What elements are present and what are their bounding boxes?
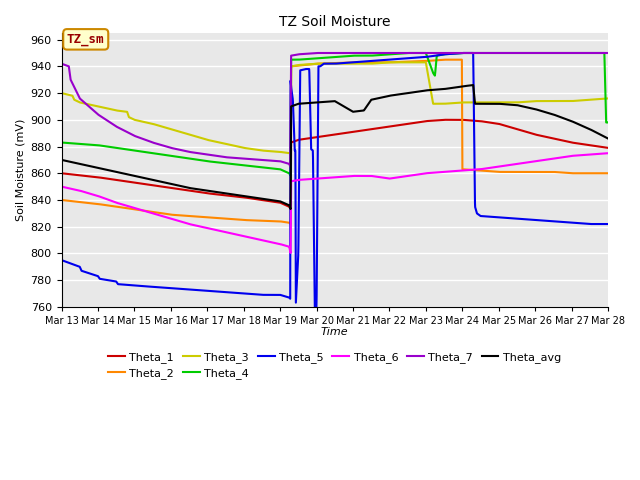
Theta_2 xyxy=(604,170,612,176)
Theta_4 xyxy=(291,57,299,62)
Theta_7 xyxy=(286,163,294,169)
Line: Theta_avg: Theta_avg xyxy=(61,85,608,209)
Theta_avg xyxy=(120,171,128,177)
Theta_7 xyxy=(535,50,543,56)
Theta_3 xyxy=(120,108,128,114)
Theta_7 xyxy=(313,50,321,56)
Theta_2 xyxy=(291,63,299,69)
Theta_1 xyxy=(120,178,128,184)
Theta_1 xyxy=(440,117,448,123)
Line: Theta_1: Theta_1 xyxy=(61,120,608,209)
Theta_1 xyxy=(604,145,612,151)
Theta_3 xyxy=(58,90,65,96)
Theta_4 xyxy=(58,140,65,145)
Theta_avg xyxy=(535,108,543,113)
Theta_2 xyxy=(287,221,294,227)
Theta_3 xyxy=(604,96,612,101)
Theta_5 xyxy=(120,282,128,288)
Theta_1 xyxy=(535,132,543,138)
Theta_6 xyxy=(593,151,601,157)
Theta_4 xyxy=(268,166,275,171)
Theta_4 xyxy=(120,146,128,152)
Theta_6 xyxy=(268,239,275,245)
Line: Theta_3: Theta_3 xyxy=(61,62,608,153)
Theta_2 xyxy=(268,218,275,224)
Theta_7 xyxy=(604,50,612,56)
Theta_1 xyxy=(287,206,294,212)
Theta_avg xyxy=(604,136,612,142)
Theta_7 xyxy=(120,128,128,133)
Theta_7 xyxy=(291,52,299,58)
Theta_5 xyxy=(58,257,65,263)
Theta_5 xyxy=(535,217,543,223)
Theta_6 xyxy=(604,150,612,156)
Text: TZ_sm: TZ_sm xyxy=(67,33,104,46)
Y-axis label: Soil Moisture (mV): Soil Moisture (mV) xyxy=(15,119,25,221)
Theta_1 xyxy=(291,138,299,144)
Theta_avg xyxy=(268,197,275,203)
Theta_avg xyxy=(594,130,602,136)
Theta_avg xyxy=(58,157,65,163)
Theta_1 xyxy=(58,170,65,176)
Theta_1 xyxy=(594,144,602,149)
Theta_4 xyxy=(152,151,160,156)
Legend: Theta_1, Theta_2, Theta_3, Theta_4, Theta_5, Theta_6, Theta_7, Theta_avg: Theta_1, Theta_2, Theta_3, Theta_4, Thet… xyxy=(104,347,566,384)
Line: Theta_7: Theta_7 xyxy=(61,53,608,166)
Theta_2 xyxy=(594,170,602,176)
Theta_avg xyxy=(469,82,477,88)
Line: Theta_4: Theta_4 xyxy=(61,53,608,176)
Theta_3 xyxy=(291,63,299,69)
Line: Theta_6: Theta_6 xyxy=(61,153,608,253)
Theta_7 xyxy=(594,50,602,56)
Theta_3 xyxy=(268,148,275,154)
Theta_5 xyxy=(604,221,612,227)
Theta_5 xyxy=(268,292,275,298)
Theta_4 xyxy=(604,120,612,125)
Theta_1 xyxy=(268,198,275,204)
Theta_2 xyxy=(535,169,543,175)
Theta_3 xyxy=(535,98,543,104)
Theta_6 xyxy=(535,158,543,164)
Theta_5 xyxy=(152,284,160,290)
Theta_5 xyxy=(459,50,467,56)
Theta_4 xyxy=(404,50,412,56)
Theta_4 xyxy=(287,173,294,179)
Theta_4 xyxy=(594,50,602,56)
Theta_2 xyxy=(58,197,65,203)
Theta_2 xyxy=(120,205,128,211)
Theta_2 xyxy=(152,210,160,216)
Theta_6 xyxy=(120,202,128,208)
Theta_3 xyxy=(386,60,394,65)
Line: Theta_2: Theta_2 xyxy=(61,60,608,224)
Theta_7 xyxy=(268,158,275,164)
Theta_3 xyxy=(594,96,602,102)
Theta_6 xyxy=(58,184,65,190)
Theta_5 xyxy=(311,304,319,310)
Theta_1 xyxy=(152,183,160,189)
Theta_7 xyxy=(58,61,65,67)
Theta_5 xyxy=(291,148,299,154)
Theta_7 xyxy=(152,141,160,146)
Theta_2 xyxy=(440,57,448,62)
Theta_6 xyxy=(152,212,160,217)
Theta_avg xyxy=(152,178,160,184)
Theta_avg xyxy=(287,206,294,212)
X-axis label: Time: Time xyxy=(321,327,349,337)
Theta_3 xyxy=(152,122,160,128)
Theta_3 xyxy=(285,150,293,156)
Theta_6 xyxy=(291,178,299,183)
Theta_6 xyxy=(287,250,294,256)
Theta_4 xyxy=(535,50,543,56)
Theta_5 xyxy=(594,221,602,227)
Theta_avg xyxy=(291,102,299,108)
Line: Theta_5: Theta_5 xyxy=(61,53,608,307)
Title: TZ Soil Moisture: TZ Soil Moisture xyxy=(279,15,390,29)
